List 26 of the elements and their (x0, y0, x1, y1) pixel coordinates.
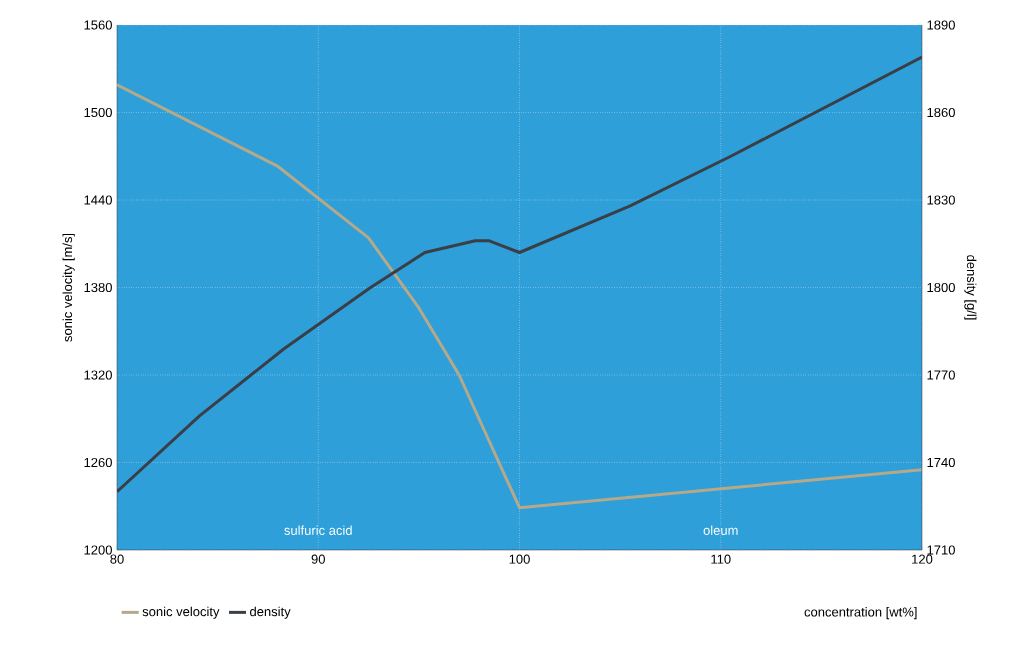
y-tick-label: 1380 (84, 282, 112, 293)
y2-tick-label: 1770 (927, 370, 955, 380)
y-axis-title: sonic velocity [m/s] (62, 233, 75, 342)
y2-tick-label: 1800 (927, 282, 955, 293)
y-tick-label: 1560 (84, 20, 112, 30)
legend-label: density (250, 606, 291, 619)
legend-label: sonic velocity (142, 606, 220, 619)
x-tick-label: 110 (711, 554, 731, 564)
y-tick-label: 1200 (84, 545, 112, 555)
y2-tick-label: 1830 (927, 195, 955, 205)
x-tick-label: 90 (311, 554, 325, 564)
x-tick-label: 80 (110, 554, 124, 564)
annotation: oleum (703, 525, 738, 535)
annotation: sulfuric acid (284, 525, 352, 535)
y2-axis-title: density [g/l] (964, 255, 977, 320)
y2-tick-label: 1710 (927, 545, 955, 555)
y-tick-label: 1320 (84, 370, 112, 380)
x-tick-label: 120 (912, 554, 933, 564)
y-tick-label: 1500 (84, 107, 112, 118)
y2-tick-label: 1860 (927, 107, 955, 118)
x-tick-label: 100 (509, 554, 530, 564)
y-tick-label: 1260 (84, 457, 112, 468)
y-tick-label: 1440 (84, 195, 112, 205)
y2-tick-label: 1890 (927, 20, 955, 30)
x-axis-title: concentration [wt%] (804, 607, 917, 620)
y2-tick-label: 1740 (927, 457, 955, 468)
